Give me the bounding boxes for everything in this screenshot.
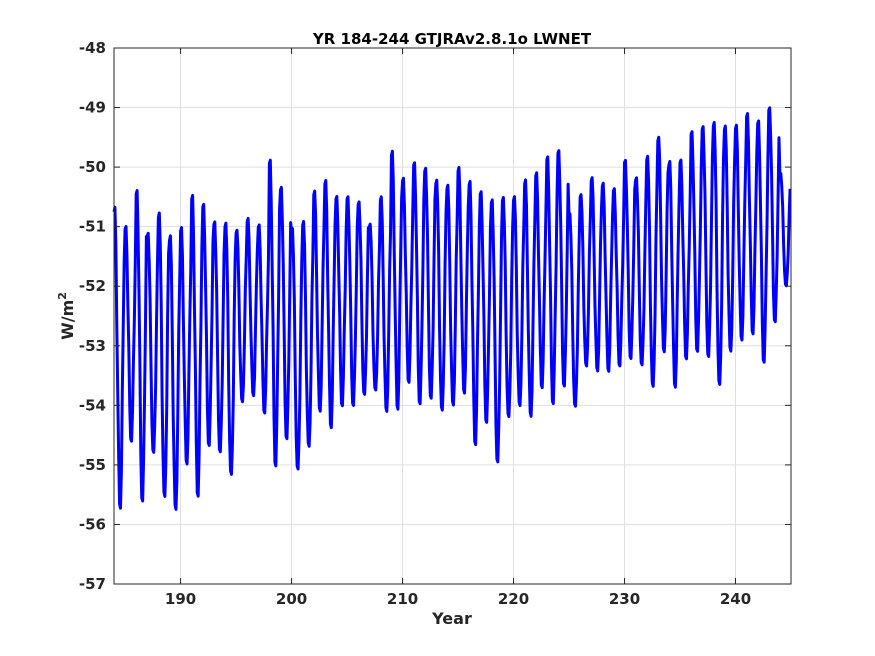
y-tick-label: -48	[79, 39, 106, 57]
y-tick-label: -55	[79, 456, 106, 474]
x-tick-label: 240	[720, 590, 751, 608]
y-tick-label: -57	[79, 575, 106, 593]
x-tick-label: 220	[498, 590, 529, 608]
axes-frame	[113, 47, 792, 585]
x-tick-labels: 190 200 210 220 230 240	[165, 590, 751, 608]
y-axis-title-unit: W/m	[58, 300, 77, 340]
y-tick-label: -51	[79, 218, 106, 236]
y-axis-title: W/m2	[56, 292, 77, 340]
y-tick-labels: -48 -49 -50 -51 -52 -53 -54 -55 -56 -57	[79, 39, 106, 593]
y-tick-label: -49	[79, 99, 106, 117]
x-tick-label: 190	[165, 590, 196, 608]
y-tick-label: -50	[79, 158, 106, 176]
y-tick-label: -56	[79, 515, 106, 533]
x-tick-label: 230	[609, 590, 640, 608]
x-axis-title: Year	[431, 609, 472, 628]
x-tick-label: 200	[276, 590, 307, 608]
x-tick-label: 210	[387, 590, 418, 608]
ticks	[114, 47, 791, 585]
series-layer	[112, 106, 792, 511]
series-line-0	[112, 106, 792, 511]
y-tick-label: -52	[79, 277, 106, 295]
chart-title: YR 184-244 GTJRAv2.8.1o LWNET	[312, 30, 592, 48]
y-axis-title-superscript: 2	[56, 292, 69, 300]
y-tick-label: -54	[79, 396, 106, 414]
y-tick-label: -53	[79, 337, 106, 355]
